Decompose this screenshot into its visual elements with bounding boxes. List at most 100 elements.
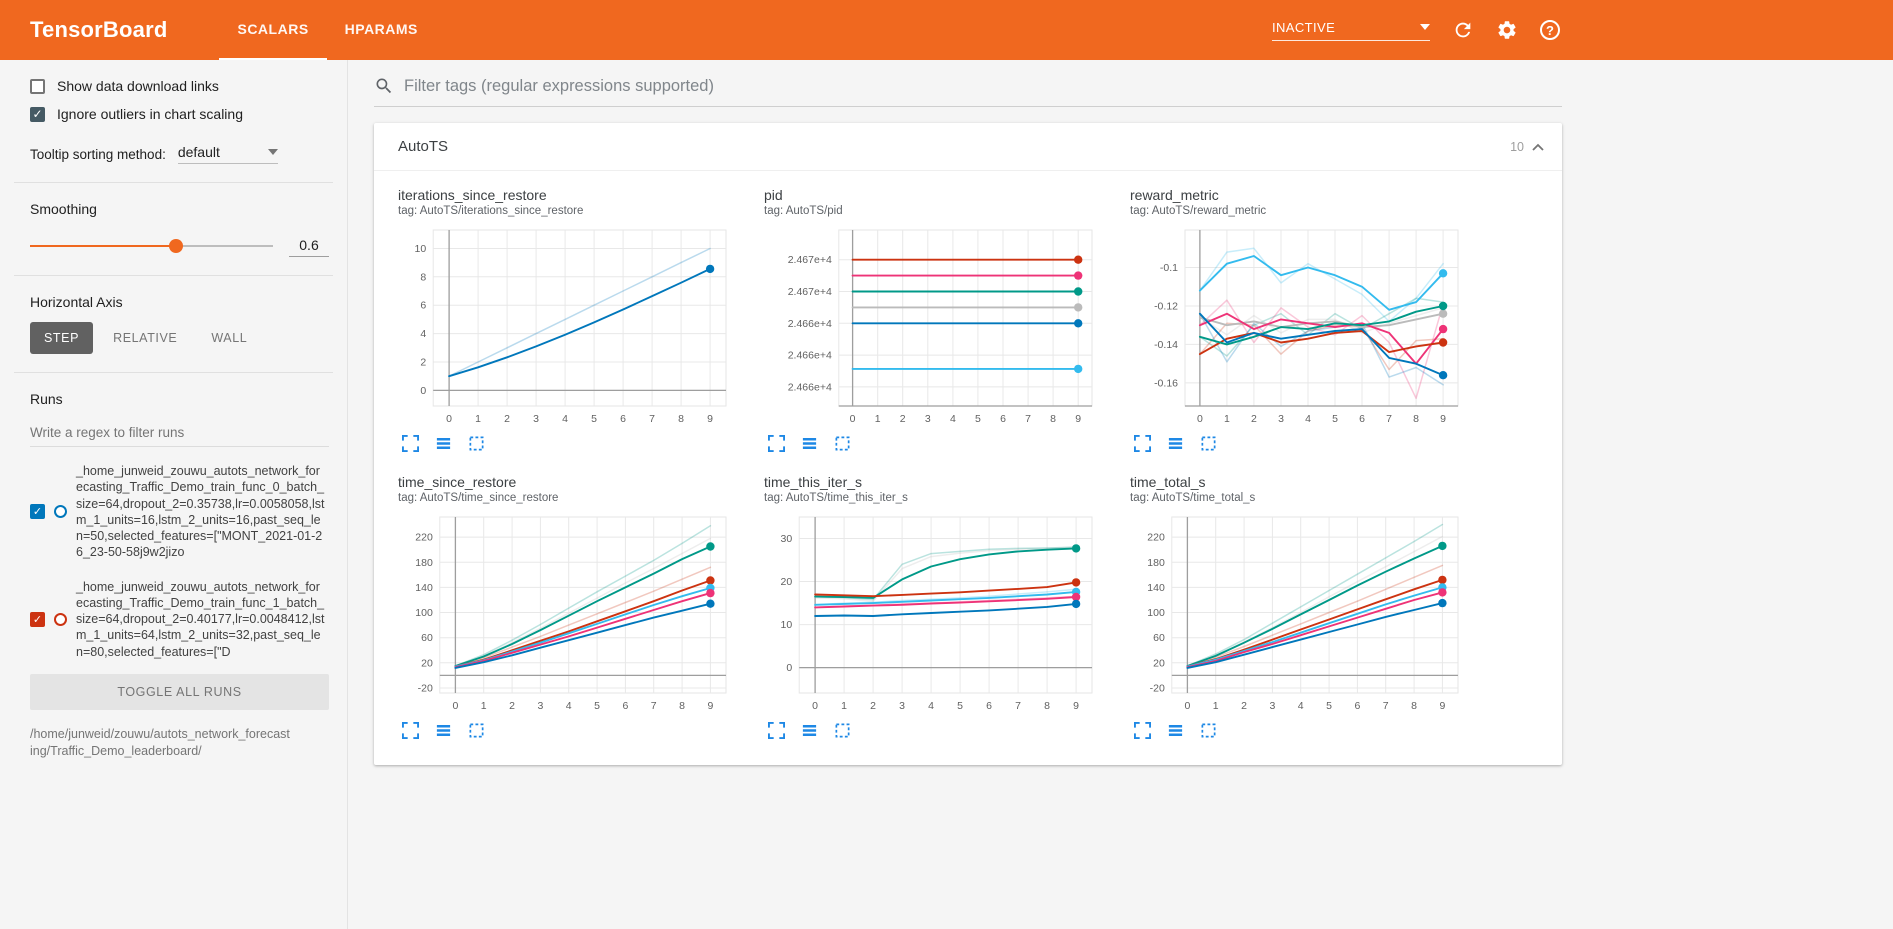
runs-selector-icon[interactable] [435,722,452,739]
chart-title: time_total_s [1130,474,1206,490]
toggle-all-runs-button[interactable]: TOGGLE ALL RUNS [30,673,329,710]
expand-chart-icon[interactable] [1134,722,1151,739]
expand-chart-icon[interactable] [402,435,419,452]
tab-hparams[interactable]: HPARAMS [344,21,418,37]
run-checkbox[interactable]: ✓ [30,611,45,627]
chart-plot[interactable]: 0 1 2 3 4 5 6 7 8 9 0 2 4 6 8 10 [398,223,734,429]
pin-chart-icon[interactable] [1200,722,1217,739]
svg-text:2.466e+4: 2.466e+4 [788,381,832,393]
svg-text:7: 7 [1383,700,1389,712]
svg-text:4: 4 [420,328,426,340]
run-item[interactable]: ✓ _home_junweid_zouwu_autots_network_for… [30,463,329,561]
pin-chart-icon[interactable] [468,722,485,739]
svg-text:8: 8 [679,700,685,712]
svg-text:3: 3 [899,700,905,712]
runs-selector-icon[interactable] [1167,435,1184,452]
run-radio[interactable] [54,505,67,519]
run-item[interactable]: ✓ _home_junweid_zouwu_autots_network_for… [30,579,329,660]
run-checkbox[interactable]: ✓ [30,504,45,520]
svg-text:6: 6 [1000,413,1006,425]
autots-card: AutoTS 10 iterations_since_restore tag: … [374,123,1562,765]
expand-chart-icon[interactable] [768,722,785,739]
pin-chart-icon[interactable] [1200,435,1217,452]
tab-scalars[interactable]: SCALARS [219,0,327,60]
tooltip-sorting-value: default [177,144,220,160]
runs-selector-icon[interactable] [435,435,452,452]
runs-label: Runs [30,391,63,407]
svg-text:1: 1 [1224,413,1230,425]
runs-selector-icon[interactable] [1167,722,1184,739]
card-collapse-control[interactable]: 10 [1510,140,1544,154]
chart-plot[interactable]: 0 1 2 3 4 5 6 7 8 9 -20 20 60 100 140 180 220 [1130,510,1466,716]
runs-selector-icon[interactable] [801,435,818,452]
logdir-path: /home/junweid/zouwu/autots_network_forec… [30,726,290,759]
svg-text:2.467e+4: 2.467e+4 [788,286,832,298]
svg-text:5: 5 [1332,413,1338,425]
chart-card: time_total_s tag: AutoTS/time_total_s 0 1… [1130,474,1482,739]
runs-selector-icon[interactable] [801,722,818,739]
pin-chart-icon[interactable] [468,435,485,452]
svg-text:6: 6 [622,700,628,712]
svg-text:2.466e+4: 2.466e+4 [788,350,832,362]
pin-chart-icon[interactable] [834,722,851,739]
svg-text:100: 100 [1147,607,1165,619]
svg-text:1: 1 [841,700,847,712]
chart-plot[interactable]: 0 1 2 3 4 5 6 7 8 9 -0.16 -0.14 -0.12 -0.1 [1130,223,1466,429]
chart-plot[interactable]: 0 1 2 3 4 5 6 7 8 9 -20 20 60 100 140 180 220 [398,510,734,716]
show-download-links-label: Show data download links [57,78,219,94]
svg-text:3: 3 [1269,700,1275,712]
help-icon[interactable]: ? [1540,20,1560,40]
chart-title: time_this_iter_s [764,474,863,490]
svg-text:-20: -20 [418,683,433,695]
pin-chart-icon[interactable] [834,435,851,452]
expand-chart-icon[interactable] [402,722,419,739]
status-label: INACTIVE [1272,19,1336,35]
svg-text:0: 0 [786,662,792,674]
expand-chart-icon[interactable] [768,435,785,452]
checkbox-checked-icon[interactable]: ✓ [30,106,45,122]
svg-text:0: 0 [1197,413,1203,425]
chart-plot[interactable]: 0 1 2 3 4 5 6 7 8 9 2.466e+4 2.466e+4 2.466e+4 2.467e… [764,223,1100,429]
checkbox-unchecked-icon[interactable] [30,78,45,94]
svg-text:8: 8 [1413,413,1419,425]
runs-filter-input[interactable] [30,419,329,447]
svg-text:10: 10 [781,619,793,631]
run-list: ✓ _home_junweid_zouwu_autots_network_for… [30,463,329,660]
tooltip-sorting-select[interactable]: default [177,144,278,164]
svg-text:10: 10 [415,243,427,255]
svg-text:6: 6 [420,300,426,312]
slider-fill [30,245,176,247]
svg-text:20: 20 [1153,657,1165,669]
axis-step-button[interactable]: STEP [30,322,94,354]
settings-gear-icon[interactable] [1496,19,1518,41]
chart-actions [402,722,750,739]
tag-filter-input[interactable] [404,76,1562,96]
smoothing-value-input[interactable]: 0.6 [289,235,329,257]
slider-thumb-icon[interactable] [168,239,183,253]
svg-text:3: 3 [537,700,543,712]
svg-text:9: 9 [707,700,713,712]
search-icon [374,76,394,96]
svg-text:140: 140 [415,582,433,594]
svg-text:9: 9 [1073,700,1079,712]
axis-wall-button[interactable]: WALL [197,322,261,354]
chart-plot[interactable]: 0 1 2 3 4 5 6 7 8 9 0 10 20 30 [764,510,1100,716]
svg-text:2.467e+4: 2.467e+4 [788,254,832,266]
svg-text:4: 4 [1305,413,1311,425]
card-header[interactable]: AutoTS 10 [374,123,1562,171]
axis-relative-button[interactable]: RELATIVE [99,322,191,354]
refresh-icon[interactable] [1452,19,1474,41]
smoothing-slider[interactable] [30,239,273,253]
svg-text:-0.14: -0.14 [1154,339,1178,351]
svg-text:220: 220 [1147,532,1165,544]
show-download-links-checkbox[interactable]: Show data download links [30,78,329,94]
chart-tag: tag: AutoTS/time_total_s [1130,492,1256,504]
app-title: TensorBoard [30,17,168,42]
ignore-outliers-checkbox[interactable]: ✓ Ignore outliers in chart scaling [30,106,329,122]
reload-status-select[interactable]: INACTIVE [1272,20,1430,41]
svg-text:3: 3 [1278,413,1284,425]
expand-chart-icon[interactable] [1134,435,1151,452]
svg-text:6: 6 [620,413,626,425]
chart-tag: tag: AutoTS/time_since_restore [398,492,559,504]
run-radio[interactable] [54,612,67,626]
